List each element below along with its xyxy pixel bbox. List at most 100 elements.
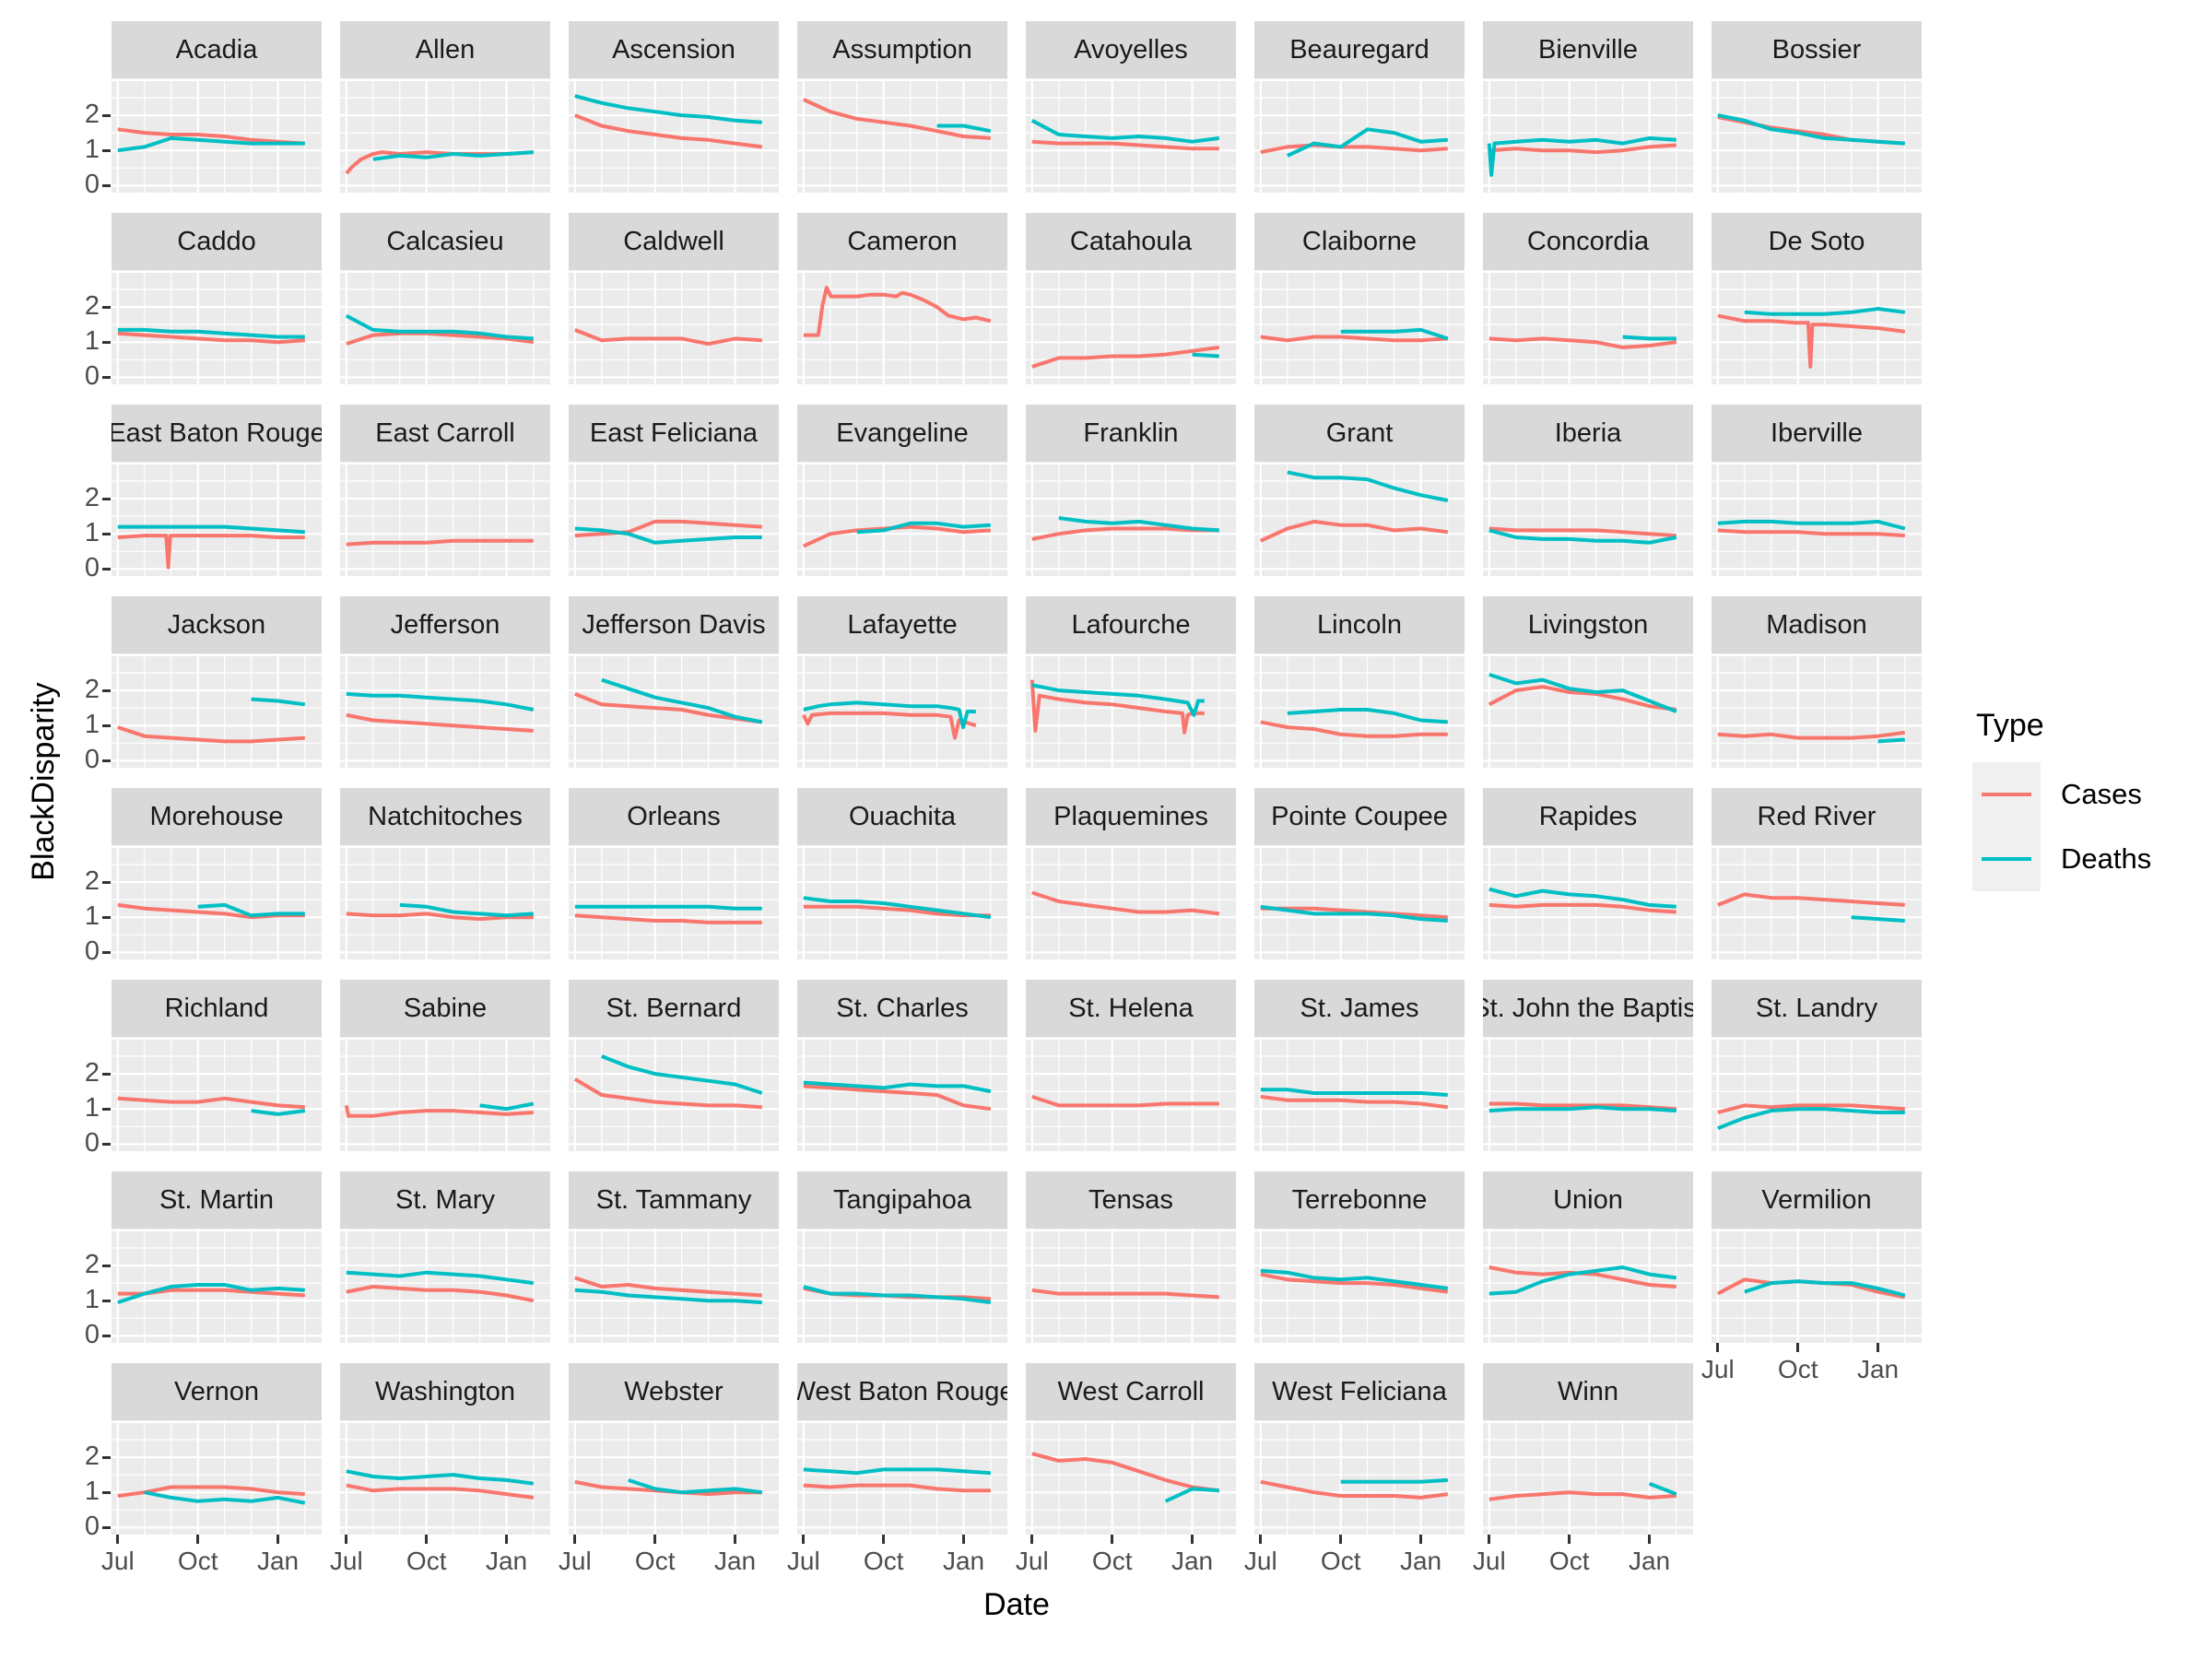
facet-title: St. Bernard [606, 993, 742, 1023]
facet-strip: Pointe Coupee [1254, 788, 1465, 845]
facet-panel [340, 653, 550, 768]
y-axis-title: BlackDisparity [26, 682, 61, 881]
facet-strip: Vernon [112, 1363, 322, 1420]
facet-strip: Iberville [1712, 405, 1922, 462]
y-tick-label: 2 [84, 1441, 100, 1472]
facet-strip: Union [1483, 1171, 1693, 1229]
facet-title: Beauregard [1289, 34, 1430, 65]
x-tick-label: Oct [406, 1547, 447, 1575]
facet-strip: St. Landry [1712, 980, 1922, 1037]
facet-panel [569, 78, 779, 193]
facet-strip: Bienville [1483, 21, 1693, 78]
y-tick-mark [102, 1142, 111, 1146]
y-tick-label: 2 [84, 866, 100, 897]
facet-panel [340, 462, 550, 576]
deaths-line-swatch [1982, 857, 2031, 861]
facet-orleans: Orleans [569, 788, 779, 959]
x-tick-label: Jan [942, 1547, 985, 1575]
facet-evangeline: Evangeline [797, 405, 1007, 576]
facet-title: Vermilion [1761, 1184, 1872, 1215]
facet-assumption: Assumption [797, 21, 1007, 193]
x-tick-label: Jan [485, 1547, 528, 1575]
facet-panel [569, 1037, 779, 1151]
facet-strip: St. Martin [112, 1171, 322, 1229]
facet-title: St. Charles [836, 993, 969, 1023]
facet-strip: St. Bernard [569, 980, 779, 1037]
facet-strip: Plaquemines [1026, 788, 1236, 845]
facet-sabine: Sabine [340, 980, 550, 1151]
facet-strip: Acadia [112, 21, 322, 78]
facet-avoyelles: Avoyelles [1026, 21, 1236, 193]
facet-title: Vernon [174, 1376, 259, 1406]
facet-title: Iberville [1771, 418, 1863, 448]
facet-strip: Jefferson [340, 596, 550, 653]
facet-title: Rapides [1538, 801, 1638, 831]
facet-strip: Avoyelles [1026, 21, 1236, 78]
facet-panel [1483, 845, 1693, 959]
facet-title: Bossier [1771, 34, 1862, 65]
facet-panel [1254, 653, 1465, 768]
facet-allen: Allen [340, 21, 550, 193]
facet-strip: Concordia [1483, 213, 1693, 270]
y-tick-label: 1 [84, 1285, 100, 1315]
facet-calcasieu: Calcasieu [340, 213, 550, 384]
facet-strip: Catahoula [1026, 213, 1236, 270]
facet-title: Sabine [403, 993, 488, 1023]
facet-panel [1483, 462, 1693, 576]
y-tick-label: 2 [84, 291, 100, 322]
facet-title: Madison [1766, 609, 1867, 640]
facet-title: St. Tammany [595, 1184, 752, 1215]
facet-jackson: Jackson [112, 596, 322, 768]
y-tick-label: 0 [84, 170, 100, 200]
facet-title: St. James [1300, 993, 1419, 1023]
facet-strip: Caddo [112, 213, 322, 270]
facet-title: Tangipahoa [833, 1184, 971, 1215]
x-tick-label: Jan [1399, 1547, 1442, 1575]
x-tick-label: Jan [256, 1547, 300, 1575]
facet-strip: St. James [1254, 980, 1465, 1037]
x-tick-mark [882, 1535, 886, 1544]
x-tick-label: Jul [1243, 1547, 1277, 1575]
facet-cameron: Cameron [797, 213, 1007, 384]
x-tick-label: Jul [1700, 1355, 1735, 1383]
facet-strip: East Feliciana [569, 405, 779, 462]
facet-union: Union [1483, 1171, 1693, 1343]
facet-morehouse: Morehouse [112, 788, 322, 959]
facet-panel [340, 78, 550, 193]
y-tick-label: 0 [84, 1512, 100, 1542]
facet-panel [1712, 1037, 1922, 1151]
facet-strip: Lafayette [797, 596, 1007, 653]
facet-panel [112, 1229, 322, 1343]
facet-pointe-coupee: Pointe Coupee [1254, 788, 1465, 959]
facet-title: Webster [624, 1376, 724, 1406]
facet-panel [340, 1037, 550, 1151]
legend-label-cases: Cases [2061, 778, 2142, 810]
facet-title: West Feliciana [1272, 1376, 1447, 1406]
y-tick-mark [102, 1334, 111, 1337]
facet-panel [112, 1037, 322, 1151]
facet-title: Catahoula [1069, 226, 1193, 256]
facet-panel [797, 462, 1007, 576]
x-tick-mark [1191, 1535, 1194, 1544]
facet-strip: Orleans [569, 788, 779, 845]
facet-strip: Lincoln [1254, 596, 1465, 653]
facet-title: De Soto [1768, 226, 1865, 256]
facet-winn: Winn [1483, 1363, 1693, 1535]
x-tick-label: Jul [786, 1547, 820, 1575]
facet-panel [1483, 78, 1693, 193]
facet-strip: Terrebonne [1254, 1171, 1465, 1229]
facet-vermilion: Vermilion [1712, 1171, 1922, 1343]
y-tick-mark [102, 1299, 111, 1302]
facet-panel [112, 1420, 322, 1535]
facet-iberville: Iberville [1712, 405, 1922, 576]
facet-panel [797, 1420, 1007, 1535]
facet-jefferson: Jefferson [340, 596, 550, 768]
facet-panel [1254, 845, 1465, 959]
facet-panel [112, 653, 322, 768]
facet-panel [1026, 1420, 1236, 1535]
facet-panel [1026, 462, 1236, 576]
facet-beauregard: Beauregard [1254, 21, 1465, 193]
facet-strip: Iberia [1483, 405, 1693, 462]
facet-title: St. John the Baptist [1483, 993, 1693, 1023]
facet-west-baton-rouge: West Baton Rouge [797, 1363, 1007, 1535]
